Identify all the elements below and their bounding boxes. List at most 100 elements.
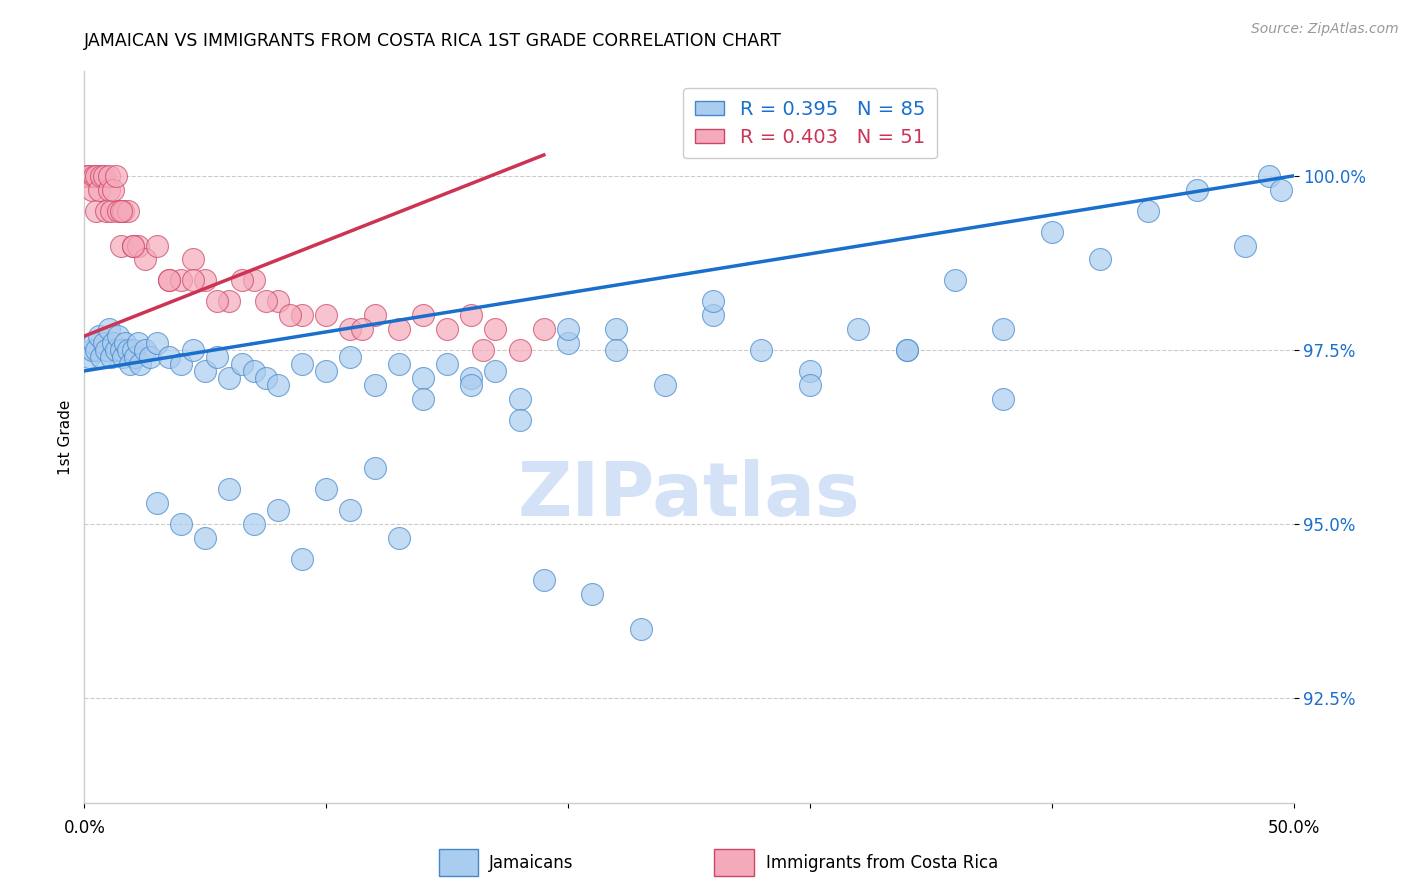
- Point: [533, 322, 555, 336]
- Point: [77, 350, 100, 364]
- Point: [231, 273, 253, 287]
- Point: [93, 336, 115, 351]
- Point: [146, 238, 169, 252]
- Point: [104, 169, 127, 183]
- Text: 0.0%: 0.0%: [63, 820, 105, 838]
- Point: [157, 273, 180, 287]
- Point: [117, 203, 139, 218]
- Point: [127, 238, 149, 252]
- Point: [129, 357, 152, 371]
- Y-axis label: 1st Grade: 1st Grade: [58, 400, 73, 475]
- Text: Jamaicans: Jamaicans: [489, 854, 574, 871]
- Point: [134, 252, 156, 267]
- Point: [80, 343, 103, 357]
- Point: [181, 252, 204, 267]
- Text: Immigrants from Costa Rica: Immigrants from Costa Rica: [766, 854, 998, 871]
- Point: [121, 238, 143, 252]
- Point: [94, 203, 117, 218]
- Point: [103, 336, 125, 351]
- Point: [509, 392, 531, 406]
- Point: [97, 322, 120, 336]
- Point: [134, 343, 156, 357]
- Point: [157, 350, 180, 364]
- Point: [751, 343, 773, 357]
- Point: [194, 273, 217, 287]
- Point: [218, 483, 240, 497]
- Point: [103, 183, 125, 197]
- Point: [121, 343, 143, 357]
- Point: [110, 203, 132, 218]
- Text: ZIPatlas: ZIPatlas: [517, 459, 860, 533]
- Point: [124, 350, 146, 364]
- Text: Source: ZipAtlas.com: Source: ZipAtlas.com: [1251, 22, 1399, 37]
- Point: [339, 322, 361, 336]
- Point: [654, 377, 676, 392]
- Point: [412, 308, 434, 322]
- Point: [460, 308, 482, 322]
- Point: [436, 357, 458, 371]
- Point: [291, 552, 314, 566]
- Point: [278, 308, 301, 322]
- Point: [86, 203, 108, 218]
- Point: [702, 294, 724, 309]
- Point: [100, 203, 122, 218]
- Point: [412, 371, 434, 385]
- Point: [1088, 252, 1111, 267]
- Point: [509, 412, 531, 426]
- Point: [83, 336, 105, 351]
- Point: [315, 483, 337, 497]
- Point: [254, 371, 277, 385]
- Point: [388, 531, 411, 545]
- Point: [90, 169, 112, 183]
- Point: [702, 308, 724, 322]
- Point: [194, 531, 217, 545]
- Point: [242, 273, 264, 287]
- Point: [605, 322, 627, 336]
- Legend: R = 0.395   N = 85, R = 0.403   N = 51: R = 0.395 N = 85, R = 0.403 N = 51: [683, 88, 936, 159]
- Point: [896, 343, 918, 357]
- Point: [339, 503, 361, 517]
- Point: [943, 273, 966, 287]
- Point: [388, 322, 411, 336]
- Point: [460, 371, 482, 385]
- Point: [86, 169, 108, 183]
- Point: [110, 343, 132, 357]
- Point: [630, 622, 652, 636]
- Point: [557, 336, 579, 351]
- Point: [90, 350, 112, 364]
- Point: [231, 357, 253, 371]
- Point: [436, 322, 458, 336]
- Point: [509, 343, 531, 357]
- Point: [218, 371, 240, 385]
- Point: [267, 503, 290, 517]
- Point: [363, 308, 385, 322]
- Point: [896, 343, 918, 357]
- Point: [267, 377, 290, 392]
- Point: [1137, 203, 1160, 218]
- Point: [581, 587, 603, 601]
- Point: [117, 343, 139, 357]
- Point: [460, 377, 482, 392]
- Point: [207, 350, 229, 364]
- Point: [170, 273, 193, 287]
- Point: [112, 203, 135, 218]
- Point: [993, 322, 1015, 336]
- Point: [315, 364, 337, 378]
- Point: [76, 169, 98, 183]
- Point: [799, 377, 821, 392]
- Point: [110, 238, 132, 252]
- Point: [267, 294, 290, 309]
- Point: [1040, 225, 1063, 239]
- Point: [291, 308, 314, 322]
- Point: [194, 364, 217, 378]
- Point: [93, 169, 115, 183]
- Point: [1185, 183, 1208, 197]
- Point: [388, 357, 411, 371]
- Point: [557, 322, 579, 336]
- Point: [412, 392, 434, 406]
- Point: [254, 294, 277, 309]
- Point: [207, 294, 229, 309]
- Point: [846, 322, 869, 336]
- Point: [218, 294, 240, 309]
- Text: JAMAICAN VS IMMIGRANTS FROM COSTA RICA 1ST GRADE CORRELATION CHART: JAMAICAN VS IMMIGRANTS FROM COSTA RICA 1…: [84, 32, 782, 50]
